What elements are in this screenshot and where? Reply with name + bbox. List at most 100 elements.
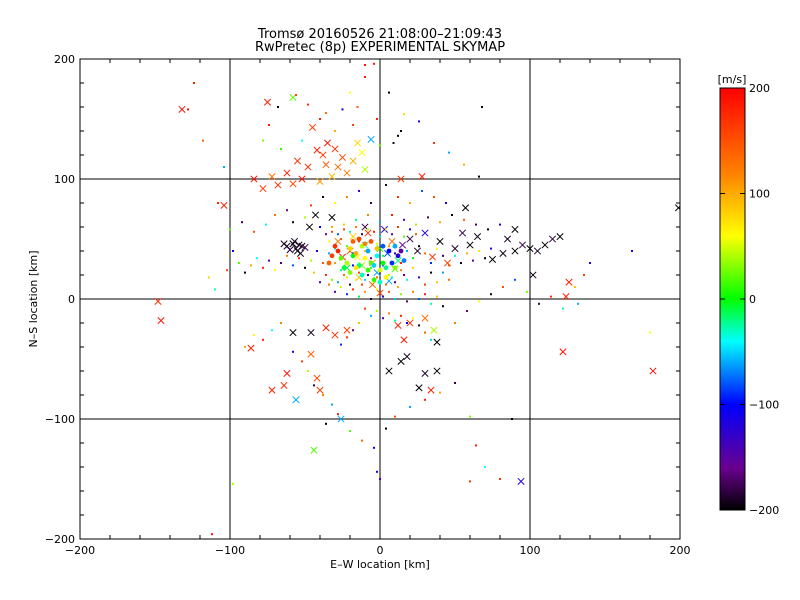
cross-stroke bbox=[311, 211, 320, 219]
data-point-dot bbox=[349, 91, 351, 94]
data-point-dot bbox=[346, 276, 348, 279]
data-point-dot bbox=[463, 163, 465, 166]
data-point-blob bbox=[371, 277, 377, 283]
data-point-cross bbox=[307, 350, 315, 358]
data-point-cross bbox=[559, 348, 567, 356]
data-point-dot bbox=[424, 331, 426, 334]
data-point-cross bbox=[466, 241, 474, 249]
data-point-dot bbox=[424, 283, 426, 286]
data-point-cross bbox=[518, 241, 527, 249]
data-point-dot bbox=[415, 223, 417, 226]
data-point-cross bbox=[280, 381, 288, 389]
cross-stroke bbox=[526, 245, 534, 253]
data-point-blob bbox=[365, 248, 371, 254]
cross-stroke bbox=[310, 446, 318, 454]
cross-stroke bbox=[364, 229, 372, 237]
cross-stroke bbox=[304, 163, 312, 171]
data-point-cross bbox=[548, 235, 557, 243]
cross-stroke bbox=[157, 317, 165, 325]
data-point-dot bbox=[238, 262, 240, 264]
data-point-dot bbox=[226, 269, 228, 272]
data-point-dot bbox=[319, 281, 321, 284]
cross-stroke bbox=[376, 289, 384, 297]
data-point-dot bbox=[391, 233, 393, 236]
data-point-cross bbox=[268, 173, 276, 181]
data-point-blob bbox=[353, 251, 359, 256]
data-point-cross bbox=[358, 149, 366, 157]
data-point-dot bbox=[202, 139, 204, 142]
data-point-dot bbox=[355, 218, 357, 221]
data-point-dot bbox=[406, 300, 408, 303]
cross-stroke bbox=[433, 367, 441, 375]
data-point-dot bbox=[319, 226, 321, 228]
data-point-dot bbox=[418, 298, 420, 300]
data-point-cross bbox=[313, 374, 321, 382]
x-axis-label: E–W location [km] bbox=[330, 558, 430, 571]
data-point-dot bbox=[328, 252, 330, 255]
data-point-dot bbox=[295, 94, 297, 96]
cross-stroke bbox=[263, 98, 272, 106]
data-point-blob bbox=[395, 253, 401, 259]
data-point-cross bbox=[473, 233, 482, 241]
data-point-blob bbox=[389, 260, 395, 266]
data-point-blob bbox=[392, 265, 398, 271]
data-point-dot bbox=[286, 254, 288, 257]
data-point-dot bbox=[454, 254, 456, 257]
data-point-dot bbox=[232, 250, 234, 252]
cross-stroke bbox=[503, 235, 512, 243]
data-point-dot bbox=[424, 398, 426, 401]
data-point-cross bbox=[328, 213, 336, 221]
data-point-dot bbox=[274, 269, 276, 272]
cross-stroke bbox=[511, 225, 519, 233]
data-point-dot bbox=[385, 283, 387, 286]
data-point-dot bbox=[325, 233, 327, 236]
data-point-cross bbox=[406, 319, 414, 327]
cross-stroke bbox=[319, 151, 327, 159]
data-point-blob bbox=[380, 243, 386, 249]
data-point-dot bbox=[376, 276, 378, 279]
data-point-cross bbox=[421, 314, 429, 322]
data-point-blob bbox=[335, 248, 341, 254]
data-point-dot bbox=[343, 223, 345, 226]
data-point-dot bbox=[331, 278, 333, 281]
data-point-dot bbox=[304, 266, 306, 269]
cross-stroke bbox=[400, 336, 408, 344]
cross-stroke bbox=[298, 175, 306, 183]
data-point-dot bbox=[526, 290, 528, 293]
data-point-dot bbox=[448, 278, 450, 281]
data-point-dot bbox=[436, 295, 438, 298]
cross-stroke bbox=[331, 145, 339, 153]
cross-stroke bbox=[418, 173, 426, 181]
data-point-dot bbox=[397, 286, 399, 288]
data-point-blob bbox=[365, 267, 371, 273]
data-point-dot bbox=[418, 276, 420, 279]
cross-stroke bbox=[353, 253, 362, 261]
cross-stroke bbox=[353, 139, 362, 147]
data-point-cross bbox=[421, 229, 429, 237]
data-point-dot bbox=[334, 202, 336, 204]
data-point-dot bbox=[448, 264, 450, 267]
data-point-dot bbox=[412, 317, 414, 320]
data-point-dot bbox=[217, 202, 219, 204]
data-point-cross bbox=[343, 326, 351, 334]
data-point-dot bbox=[322, 394, 324, 396]
data-point-dot bbox=[304, 216, 306, 219]
data-point-dot bbox=[391, 214, 393, 216]
data-point-dot bbox=[394, 319, 396, 322]
data-point-cross bbox=[283, 369, 291, 377]
cross-stroke bbox=[322, 324, 330, 332]
data-point-blob bbox=[377, 279, 383, 285]
data-point-cross bbox=[322, 324, 330, 332]
data-point-cross bbox=[364, 229, 372, 237]
data-point-dot bbox=[487, 228, 489, 231]
data-point-dot bbox=[376, 310, 378, 312]
y-tick-label: −200 bbox=[45, 533, 75, 546]
data-point-cross bbox=[308, 123, 317, 131]
data-point-blob bbox=[332, 243, 338, 249]
data-point-dot bbox=[328, 240, 330, 243]
cross-stroke bbox=[541, 241, 549, 249]
data-point-dot bbox=[499, 478, 501, 480]
data-point-dot bbox=[358, 295, 360, 298]
cross-stroke bbox=[268, 173, 276, 181]
